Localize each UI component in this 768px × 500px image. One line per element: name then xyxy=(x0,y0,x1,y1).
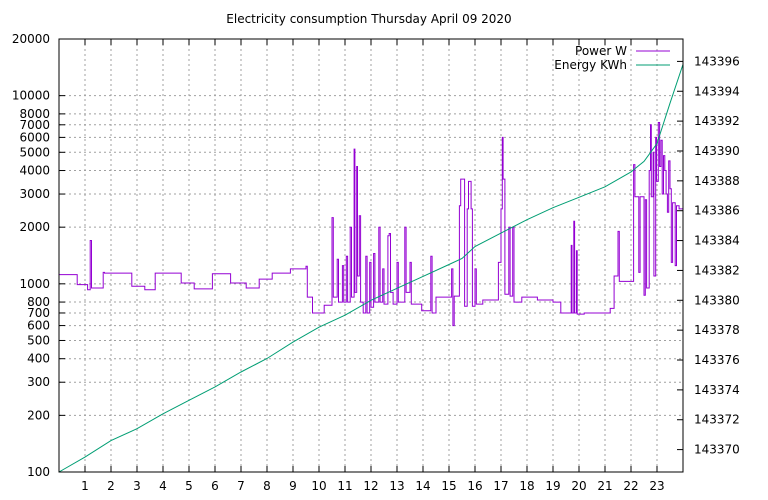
y2-tick-label: 143376 xyxy=(694,353,740,367)
y-tick-label: 4000 xyxy=(19,164,50,178)
y-tick-label: 2000 xyxy=(19,220,50,234)
y2-tick-label: 143386 xyxy=(694,204,740,218)
y2-tick-label: 143372 xyxy=(694,413,740,427)
x-tick-label: 7 xyxy=(237,479,245,493)
legend-label: Power W xyxy=(575,44,627,58)
x-tick-label: 2 xyxy=(107,479,115,493)
series-layer xyxy=(58,64,684,473)
x-tick-label: 5 xyxy=(185,479,193,493)
y2-tick-label: 143378 xyxy=(694,323,740,337)
x-tick-label: 6 xyxy=(211,479,219,493)
y-tick-label: 100 xyxy=(27,465,50,479)
chart-title: Electricity consumption Thursday April 0… xyxy=(226,12,511,26)
y2-tick-label: 143374 xyxy=(694,383,740,397)
axes: 1 2 3 4 5 6 7 8 9 10 11 12 13 14 15 16 17 18 19 20 21 22 23100… xyxy=(12,32,740,493)
y2-tick-label: 143394 xyxy=(694,84,740,98)
legend-label: Energy KWh xyxy=(554,58,627,72)
series-power-line xyxy=(59,122,683,327)
y2-tick-label: 143390 xyxy=(694,144,740,158)
y-tick-label: 6000 xyxy=(19,130,50,144)
x-tick-label: 22 xyxy=(623,479,638,493)
x-tick-label: 18 xyxy=(519,479,534,493)
y2-tick-label: 143396 xyxy=(694,54,740,68)
y-tick-label: 8000 xyxy=(19,107,50,121)
x-tick-label: 3 xyxy=(133,479,141,493)
y-tick-label: 500 xyxy=(27,333,50,347)
x-tick-label: 21 xyxy=(597,479,612,493)
y-tick-label: 3000 xyxy=(19,187,50,201)
y2-tick-label: 143380 xyxy=(694,293,740,307)
x-tick-label: 9 xyxy=(289,479,297,493)
x-tick-label: 11 xyxy=(337,479,352,493)
y-tick-label: 800 xyxy=(27,295,50,309)
y-tick-label: 600 xyxy=(27,319,50,333)
y2-tick-label: 143388 xyxy=(694,174,740,188)
x-tick-label: 13 xyxy=(389,479,404,493)
grid-lines xyxy=(59,39,683,472)
x-tick-label: 20 xyxy=(571,479,586,493)
y-tick-label: 7000 xyxy=(19,118,50,132)
y-tick-label: 400 xyxy=(27,352,50,366)
x-tick-label: 15 xyxy=(441,479,456,493)
y-tick-label: 300 xyxy=(27,375,50,389)
x-tick-label: 12 xyxy=(363,479,378,493)
x-tick-label: 1 xyxy=(81,479,89,493)
y-tick-label: 10000 xyxy=(12,89,50,103)
y-tick-label: 1000 xyxy=(19,277,50,291)
y-tick-label: 200 xyxy=(27,408,50,422)
x-tick-label: 8 xyxy=(263,479,271,493)
x-tick-label: 16 xyxy=(467,479,482,493)
x-tick-label: 23 xyxy=(649,479,664,493)
x-tick-label: 10 xyxy=(311,479,326,493)
x-tick-label: 4 xyxy=(159,479,167,493)
y-tick-label: 5000 xyxy=(19,145,50,159)
x-tick-label: 14 xyxy=(415,479,430,493)
y-tick-label: 700 xyxy=(27,306,50,320)
y2-tick-label: 143382 xyxy=(694,263,740,277)
series-energy-line xyxy=(58,64,684,473)
y-tick-label: 20000 xyxy=(12,32,50,46)
y2-tick-label: 143384 xyxy=(694,234,740,248)
x-tick-label: 19 xyxy=(545,479,560,493)
y2-tick-label: 143392 xyxy=(694,114,740,128)
x-tick-label: 17 xyxy=(493,479,508,493)
y2-tick-label: 143370 xyxy=(694,443,740,457)
